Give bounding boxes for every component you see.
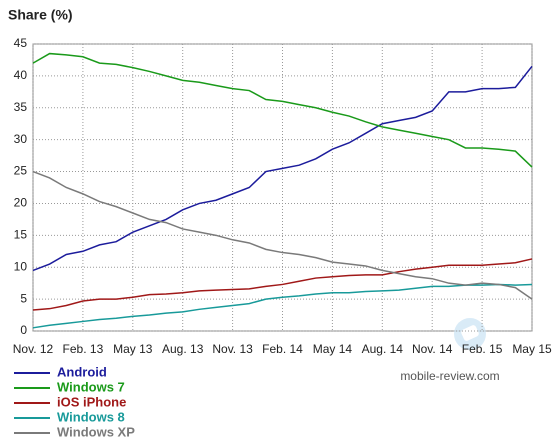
legend-label: Android — [57, 364, 107, 379]
x-tick-label: Nov. 14 — [412, 342, 453, 356]
y-tick-label: 30 — [14, 132, 28, 146]
legend-label: iOS iPhone — [57, 394, 126, 409]
line — [32, 170, 533, 300]
legend-label: Windows XP — [57, 424, 135, 439]
x-tick-label: Aug. 13 — [162, 342, 204, 356]
x-tick-label: Feb. 13 — [63, 342, 104, 356]
legend-label: Windows 7 — [57, 379, 125, 394]
y-tick-label: 0 — [20, 323, 27, 337]
x-tick-label: May 15 — [512, 342, 552, 356]
y-tick-label: 25 — [14, 164, 28, 178]
y-tick-label: 40 — [14, 68, 28, 82]
x-tick-label: Feb. 15 — [462, 342, 503, 356]
legend-label: Windows 8 — [57, 409, 125, 424]
y-tick-label: 45 — [14, 36, 28, 50]
y-tick-label: 20 — [14, 196, 28, 210]
y-tick-label: 10 — [14, 259, 28, 273]
line — [32, 283, 533, 329]
x-tick-label: Feb. 14 — [262, 342, 303, 356]
y-tick-label: 5 — [20, 291, 27, 305]
y-tick-label: 35 — [14, 100, 28, 114]
x-tick-label: Aug. 14 — [362, 342, 404, 356]
x-tick-label: Nov. 12 — [13, 342, 54, 356]
x-tick-label: Nov. 13 — [212, 342, 253, 356]
y-tick-label: 15 — [14, 228, 28, 242]
watermark: mobile-review.com — [400, 369, 499, 383]
chart-title: Share (%) — [8, 7, 73, 23]
line — [32, 52, 533, 168]
line — [32, 258, 533, 311]
x-tick-label: May 13 — [113, 342, 153, 356]
line — [32, 65, 533, 272]
watermark-icon — [454, 318, 486, 350]
x-tick-label: May 14 — [313, 342, 353, 356]
